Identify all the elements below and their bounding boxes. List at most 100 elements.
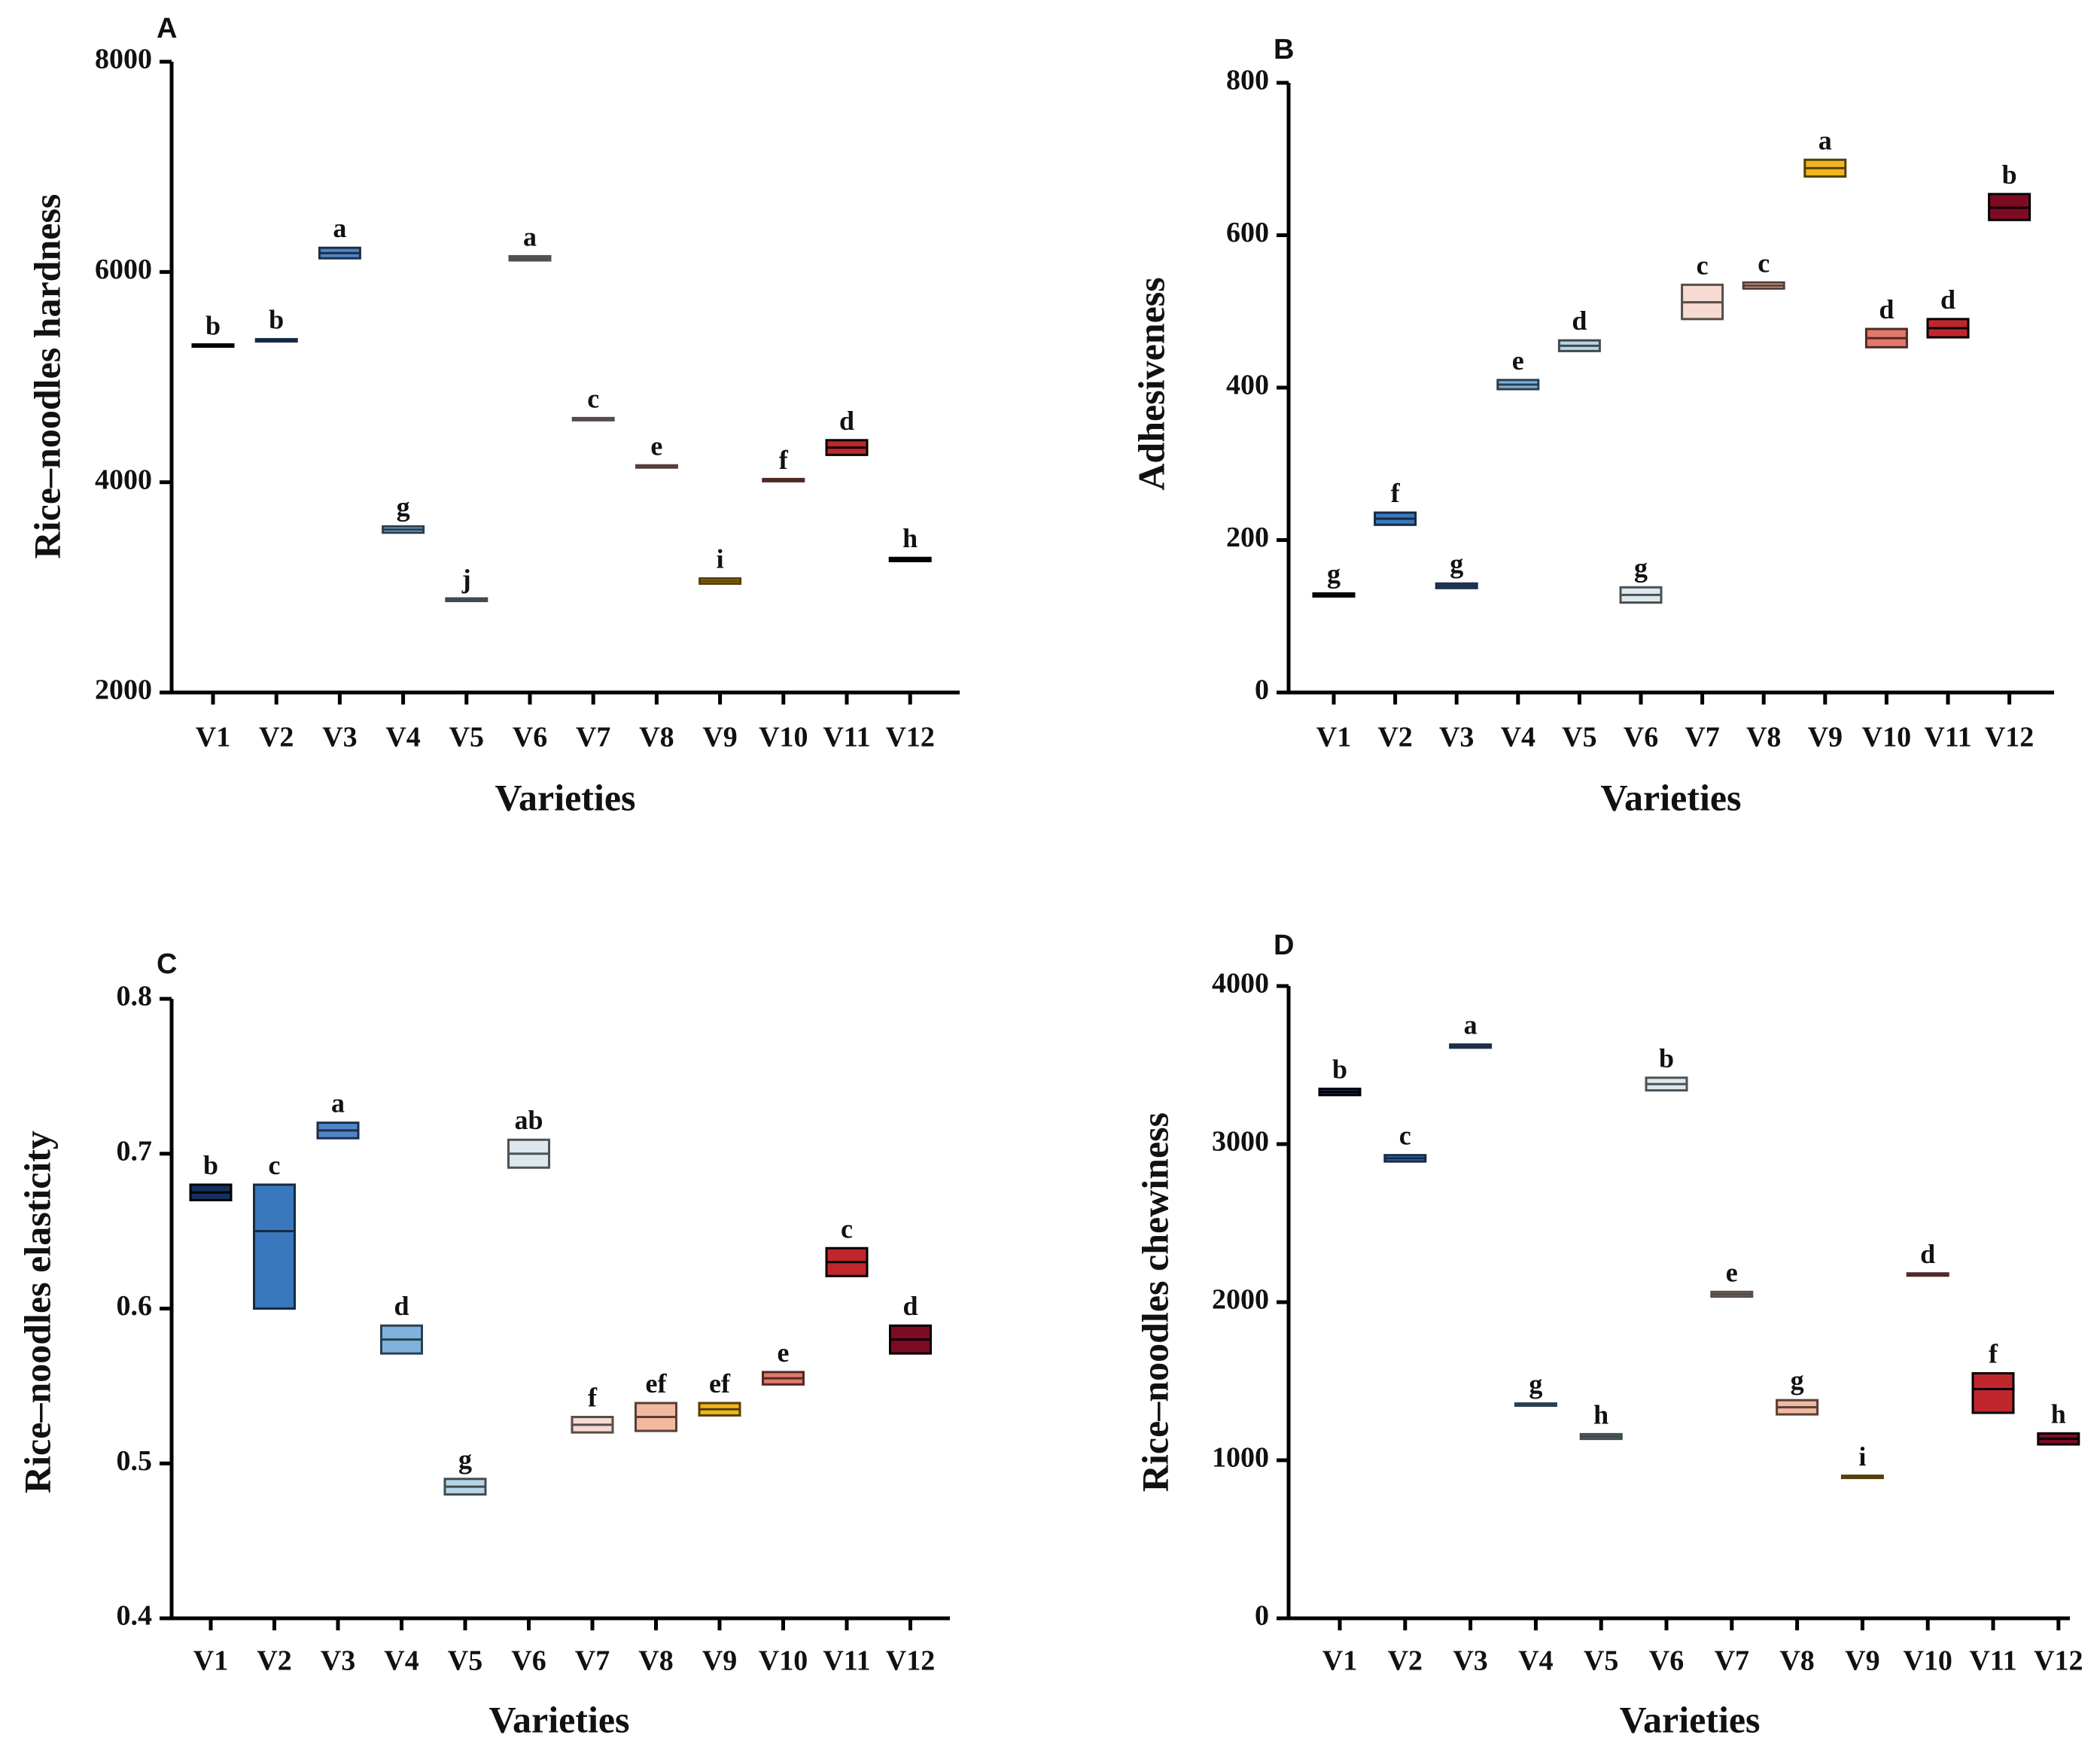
x-tick-label: V4 [1501,722,1535,753]
significance-letter: d [394,1291,409,1321]
significance-letter: g [1327,559,1341,589]
significance-letter: e [778,1338,790,1368]
x-tick-label: V9 [702,722,737,753]
x-tick-label: V12 [2034,1645,2083,1677]
x-tick-label: V9 [1845,1645,1879,1677]
significance-letter: f [1391,478,1401,508]
panel-letter: D [1274,930,1294,961]
y-tick-label: 0.7 [117,1135,153,1167]
x-tick-label: V12 [886,1645,935,1677]
y-axis-title: Rice–noodles elasticity [16,1131,58,1493]
significance-letter: d [1940,285,1955,315]
y-tick-label: 2000 [95,674,152,706]
significance-letter: e [1512,345,1524,376]
x-tick-label: V11 [823,1645,870,1677]
x-tick-label: V7 [1715,1645,1749,1677]
significance-letter: c [1697,250,1709,280]
y-tick-label: 0.8 [117,981,153,1012]
significance-letter: g [1791,1365,1804,1396]
significance-letter: b [205,310,221,340]
y-tick-label: 400 [1226,370,1269,401]
x-tick-label: V10 [1862,722,1911,753]
x-tick-label: V10 [1903,1645,1952,1677]
y-tick-label: 0 [1255,1600,1269,1632]
x-axis-title: Varieties [489,1698,630,1740]
significance-letter: e [1726,1257,1738,1287]
significance-letter: c [587,383,599,413]
significance-letter: d [1920,1239,1935,1269]
significance-letter: d [1879,294,1894,324]
y-tick-label: 6000 [95,254,152,285]
x-tick-label: V6 [1649,1645,1684,1677]
y-tick-label: 3000 [1212,1126,1269,1158]
panel-b: B 0 200 400 600 800 Adhesiveness Varieties V1 g V2… [1130,34,2054,818]
significance-letter: c [1399,1121,1411,1151]
y-axis-title: Rice–noodles chewiness [1134,1112,1176,1492]
panel-c: C 0.4 0.5 0.6 0.7 0.8 Rice–noodles elasticity V… [16,948,950,1740]
y-tick-label: 4000 [95,464,152,495]
significance-letter: g [397,492,410,522]
x-axis-title: Varieties [1601,776,1742,818]
y-tick-label: 0.6 [117,1290,153,1322]
x-tick-label: V5 [1562,722,1596,753]
significance-letter: b [1332,1055,1347,1085]
x-axis-title: Varieties [1620,1698,1761,1740]
x-tick-label: V1 [1316,722,1351,753]
significance-letter: d [1572,306,1587,336]
x-tick-label: V9 [1808,722,1843,753]
x-tick-label: V3 [322,722,357,753]
significance-letter: f [588,1383,598,1413]
significance-letter: e [650,431,662,461]
y-tick-label: 600 [1226,217,1269,248]
panel-d: D 0 1000 2000 3000 4000 Rice–noodles chewiness… [1134,930,2083,1740]
significance-letter: a [333,213,346,243]
x-tick-label: V7 [1685,722,1719,753]
x-tick-label: V2 [1388,1645,1423,1677]
y-tick-label: 0 [1255,674,1269,706]
x-tick-label: V8 [638,1645,673,1677]
x-tick-label: V10 [759,722,808,753]
x-tick-label: V5 [1584,1645,1618,1677]
significance-letter: a [1464,1010,1478,1040]
x-tick-label: V6 [1624,722,1658,753]
significance-letter: d [839,406,854,436]
y-tick-label: 0.5 [117,1445,153,1477]
significance-letter: f [779,445,789,475]
x-tick-label: V1 [196,722,230,753]
significance-letter: b [269,305,284,335]
x-tick-label: V11 [1924,722,1971,753]
x-tick-label: V3 [321,1645,355,1677]
x-tick-label: V6 [511,1645,546,1677]
box-V2 [253,1183,296,1310]
significance-letter: c [269,1150,281,1180]
panel-letter: B [1274,34,1294,65]
x-tick-label: V9 [702,1645,737,1677]
significance-letter: b [1659,1043,1674,1073]
x-tick-label: V1 [1322,1645,1357,1677]
x-tick-label: V8 [1746,722,1781,753]
significance-letter: g [458,1444,472,1475]
x-tick-label: V8 [1779,1645,1814,1677]
significance-letter: g [1529,1369,1542,1399]
significance-letter: d [902,1291,918,1321]
x-tick-label: V7 [576,722,610,753]
y-axis-title: Rice–noodles hardness [26,194,68,559]
significance-letter: ef [709,1368,731,1399]
significance-letter: b [2002,160,2017,190]
significance-letter: c [1758,248,1770,278]
y-tick-label: 1000 [1212,1442,1269,1474]
significance-letter: g [1450,549,1463,579]
panel-a: A 2000 4000 6000 8000 Rice–noodles hardness Va… [26,13,960,818]
significance-letter: i [717,543,724,574]
significance-letter: g [1634,552,1648,583]
x-tick-label: V2 [257,1645,291,1677]
x-tick-label: V7 [575,1645,610,1677]
x-tick-label: V3 [1453,1645,1487,1677]
significance-letter: a [331,1088,345,1119]
significance-letter: ab [514,1105,543,1135]
x-tick-label: V4 [1518,1645,1553,1677]
x-tick-label: V12 [1985,722,2034,753]
significance-letter: h [902,523,918,553]
x-tick-label: V5 [449,722,484,753]
